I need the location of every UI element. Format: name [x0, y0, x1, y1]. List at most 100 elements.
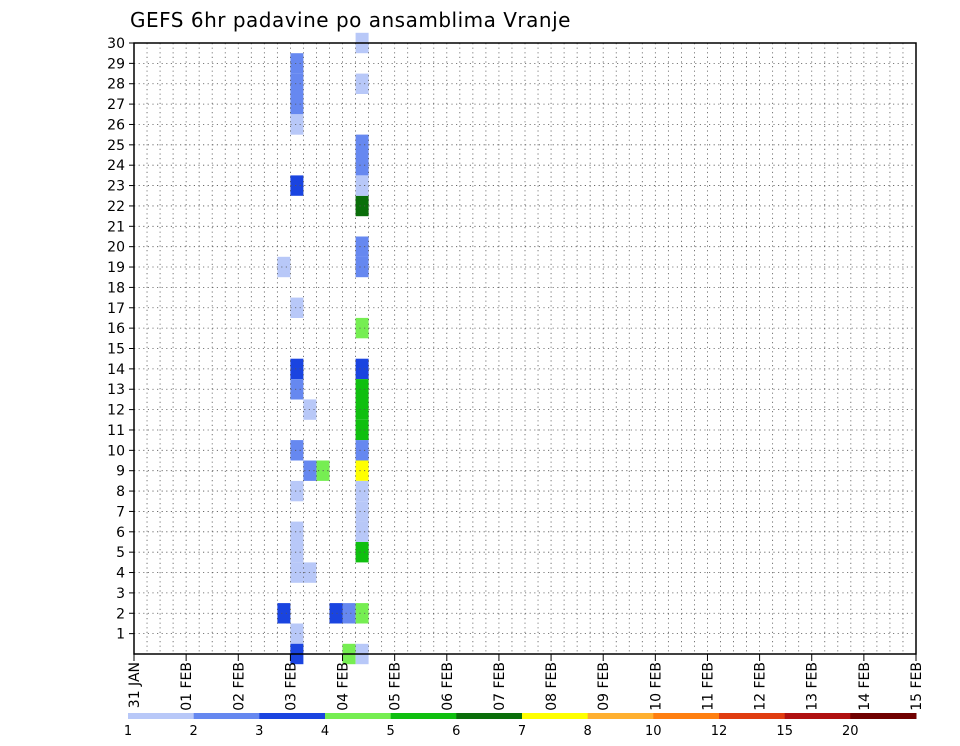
colorbar-segment — [456, 713, 523, 719]
heat-cell — [355, 501, 369, 522]
heat-cell — [355, 195, 369, 217]
heat-cell — [277, 603, 291, 624]
chart-title: GEFS 6hr padavine po ansamblima Vranje — [130, 8, 571, 32]
colorbar-segment — [784, 713, 851, 719]
y-tick-label: 4 — [116, 566, 125, 582]
x-tick-label: 11 FEB — [700, 662, 716, 711]
y-tick-label: 18 — [107, 280, 125, 296]
y-tick-label: 24 — [107, 158, 125, 174]
y-tick-label: 13 — [107, 382, 125, 398]
heat-cell — [355, 358, 369, 380]
x-tick-label: 15 FEB — [909, 662, 925, 711]
heat-cell — [290, 562, 304, 583]
x-tick-label: 31 JAN — [127, 662, 143, 708]
colorbar-label: 2 — [190, 724, 198, 739]
colorbar-label: 10 — [645, 724, 662, 739]
colorbar-segment — [259, 713, 326, 719]
colorbar-label: 5 — [387, 724, 395, 739]
colorbar-label: 20 — [842, 724, 859, 739]
y-tick-label: 12 — [107, 403, 125, 419]
colorbar-segment — [653, 713, 720, 719]
heat-cell — [355, 175, 369, 196]
x-axis: 31 JAN 01 FEB 02 FEB 03 FEB 04 FEB 05 FEB 06 F… — [127, 654, 925, 711]
x-tick-label: 07 FEB — [492, 662, 508, 711]
colorbar-label: 1 — [124, 724, 132, 739]
x-tick-label: 01 FEB — [179, 662, 195, 711]
y-tick-label: 28 — [107, 77, 125, 93]
y-tick-label: 1 — [116, 627, 125, 643]
heat-cell — [355, 542, 369, 563]
x-tick-label: 10 FEB — [648, 662, 664, 711]
colorbar-segment — [390, 713, 457, 719]
y-tick-label: 15 — [107, 342, 125, 358]
y-tick-label: 16 — [107, 321, 125, 337]
colorbar-label: 6 — [452, 724, 460, 739]
heat-cell — [355, 317, 369, 339]
y-tick-label: 26 — [107, 117, 125, 133]
heat-cell — [290, 440, 304, 461]
y-tick-label: 29 — [107, 56, 125, 72]
heat-cell — [290, 93, 304, 115]
heat-cell — [290, 521, 304, 542]
y-tick-label: 27 — [107, 97, 125, 113]
heat-cell — [355, 134, 369, 155]
heat-cell — [355, 73, 369, 94]
cells-layer — [277, 32, 369, 665]
x-tick-label: 03 FEB — [283, 662, 299, 711]
grid-layer — [134, 43, 916, 654]
y-tick-label: 5 — [116, 545, 125, 561]
y-tick-label: 19 — [107, 260, 125, 276]
colorbar-segment — [193, 713, 260, 719]
y-tick-label: 22 — [107, 199, 125, 215]
colorbar-segment — [128, 713, 195, 719]
x-tick-label: 14 FEB — [857, 662, 873, 711]
heat-cell — [290, 175, 304, 196]
y-tick-label: 10 — [107, 443, 125, 459]
heat-cell — [355, 440, 369, 461]
y-tick-label: 20 — [107, 240, 125, 256]
heat-cell — [290, 623, 304, 644]
colorbar-label: 7 — [518, 724, 526, 739]
colorbar: 1 2 3 4 5 6 7 8 10 12 15 20 — [124, 713, 917, 739]
heat-cell — [329, 603, 343, 624]
heat-cell — [355, 603, 369, 624]
colorbar-segment — [850, 713, 917, 719]
y-tick-label: 21 — [107, 219, 125, 235]
y-tick-label: 17 — [107, 301, 125, 317]
x-tick-label: 13 FEB — [805, 662, 821, 711]
x-tick-label: 08 FEB — [544, 662, 560, 711]
heat-cell — [277, 256, 291, 278]
y-tick-label: 23 — [107, 179, 125, 195]
y-tick-label: 14 — [107, 362, 125, 378]
colorbar-label: 15 — [776, 724, 793, 739]
heat-cell — [290, 358, 304, 380]
colorbar-label: 4 — [321, 724, 329, 739]
heat-cell — [290, 73, 304, 94]
colorbar-label: 12 — [711, 724, 728, 739]
y-tick-label: 7 — [116, 504, 125, 520]
heat-cell — [355, 155, 369, 176]
colorbar-segment — [522, 713, 589, 719]
x-tick-label: 09 FEB — [596, 662, 612, 711]
heat-cell — [290, 114, 304, 135]
x-tick-label: 12 FEB — [753, 662, 769, 711]
heat-cell — [355, 256, 369, 278]
y-tick-label: 6 — [116, 525, 125, 541]
y-tick-label: 9 — [116, 464, 125, 480]
y-axis: 1234567891011121314151617181920212223242… — [107, 36, 134, 643]
colorbar-segment — [719, 713, 786, 719]
heat-cell — [355, 236, 369, 257]
x-tick-label: 02 FEB — [231, 662, 247, 711]
y-tick-label: 25 — [107, 138, 125, 154]
colorbar-label: 8 — [584, 724, 592, 739]
heat-cell — [342, 603, 356, 624]
heat-cell — [355, 379, 369, 400]
y-tick-label: 30 — [107, 36, 125, 52]
heat-cell — [290, 542, 304, 563]
y-tick-label: 2 — [116, 606, 125, 622]
x-tick-label: 06 FEB — [440, 662, 456, 711]
y-tick-label: 11 — [107, 423, 125, 439]
heat-cell — [355, 521, 369, 542]
y-tick-label: 3 — [116, 586, 125, 602]
